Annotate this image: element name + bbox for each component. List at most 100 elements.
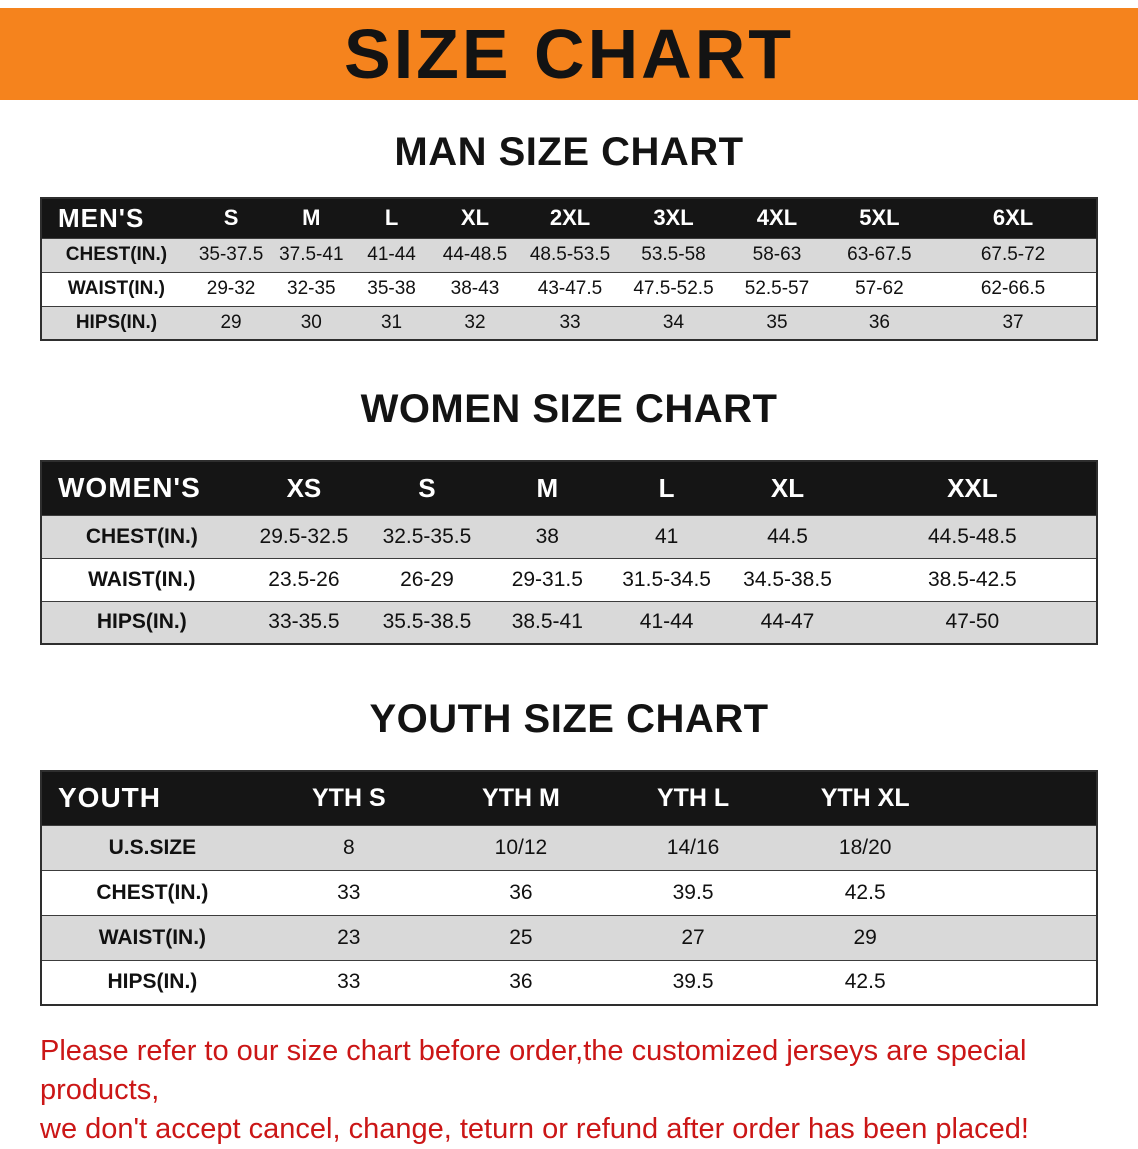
women-section: WOMEN SIZE CHART WOMEN'S XS S M L XL XXL CHEST(…: [0, 387, 1138, 645]
table-cell: 67.5-72: [980, 244, 1046, 265]
men-section-heading: MAN SIZE CHART: [394, 130, 744, 174]
table-header-row: YOUTH YTH S YTH M YTH L YTH XL: [41, 771, 1097, 825]
table-title-cell: MEN'S: [41, 198, 191, 238]
column-header: L: [351, 198, 432, 238]
table-row: HIPS(IN.) 29 30 31 32 33 34 35 36 37: [41, 306, 1097, 340]
size-chart-page: SIZE CHART MAN SIZE CHART MEN'S S M L XL 2XL 3…: [0, 8, 1138, 1149]
table-cell: 53.5-58: [641, 244, 706, 265]
table-cell: 39.5: [672, 970, 714, 994]
row-label: CHEST(IN.): [85, 524, 198, 548]
column-header: 3XL: [621, 198, 726, 238]
table-row: CHEST(IN.) 35-37.5 37.5-41 41-44 44-48.5 48.5…: [41, 238, 1097, 272]
table-cell: 39.5: [672, 880, 714, 904]
row-label: WAIST(IN.): [98, 925, 207, 949]
table-cell: [951, 915, 1097, 960]
table-cell: 29-32: [206, 278, 256, 299]
table-cell: 41-44: [367, 244, 416, 265]
table-cell: 8: [342, 835, 355, 859]
table-cell: 47.5-52.5: [633, 278, 714, 299]
table-cell: 33: [337, 880, 361, 904]
column-header: 6XL: [930, 198, 1097, 238]
table-cell: 32.5-35.5: [382, 524, 472, 548]
table-cell: 44-47: [760, 610, 815, 634]
column-header: 2XL: [518, 198, 622, 238]
column-header: S: [366, 461, 488, 515]
table-cell: 23.5-26: [268, 567, 340, 591]
youth-section-heading: YOUTH SIZE CHART: [369, 697, 769, 741]
column-header: XS: [241, 461, 367, 515]
row-label: HIPS(IN.): [107, 970, 198, 994]
table-cell: 44.5: [767, 524, 808, 548]
row-label: U.S.SIZE: [108, 835, 197, 859]
table-cell: 34.5-38.5: [743, 567, 832, 591]
column-header: XL: [431, 198, 519, 238]
table-cell: 29-31.5: [511, 567, 583, 591]
table-cell: 62-66.5: [980, 278, 1046, 299]
row-label: HIPS(IN.): [75, 311, 158, 333]
table-cell: 37: [1002, 311, 1024, 333]
table-cell: 37.5-41: [279, 244, 344, 265]
column-header: 4XL: [725, 198, 829, 238]
column-header: M: [487, 461, 607, 515]
column-header: 5XL: [828, 198, 931, 238]
table-cell: 35.5-38.5: [382, 610, 472, 634]
disclaimer-line-1: Please refer to our size chart before or…: [40, 1035, 1027, 1106]
column-header: YTH S: [262, 771, 435, 825]
table-cell: 42.5: [844, 880, 886, 904]
column-header: M: [271, 198, 352, 238]
table-cell: 36: [509, 880, 533, 904]
table-row: WAIST(IN.) 23 25 27 29: [41, 915, 1097, 960]
table-cell: 31: [380, 311, 403, 333]
column-header: L: [606, 461, 727, 515]
table-cell: 33: [559, 311, 581, 333]
column-header: [951, 771, 1097, 825]
table-cell: 30: [300, 311, 322, 333]
table-row: WAIST(IN.) 29-32 32-35 35-38 38-43 43-47.5 47.…: [41, 272, 1097, 306]
table-cell: 25: [509, 925, 533, 949]
row-label: WAIST(IN.): [67, 278, 166, 299]
table-cell: 38.5-41: [511, 610, 583, 634]
table-cell: [951, 960, 1097, 1005]
table-cell: 38: [535, 524, 559, 548]
table-cell: 38-43: [450, 278, 500, 299]
table-cell: 35-38: [367, 278, 416, 299]
men-size-table: MEN'S S M L XL 2XL 3XL 4XL 5XL 6XL CHEST(IN.) 35-37…: [40, 197, 1098, 341]
table-title-cell: WOMEN'S: [41, 461, 242, 515]
column-header: S: [190, 198, 272, 238]
table-cell: 31.5-34.5: [622, 567, 711, 591]
table-cell: 27: [681, 925, 705, 949]
column-header: YTH M: [434, 771, 607, 825]
table-row: CHEST(IN.) 33 36 39.5 42.5: [41, 870, 1097, 915]
women-section-heading: WOMEN SIZE CHART: [360, 387, 778, 431]
table-cell: 48.5-53.5: [529, 244, 611, 265]
table-cell: 29: [853, 925, 877, 949]
column-header: YTH L: [607, 771, 780, 825]
disclaimer: Please refer to our size chart before or…: [40, 1032, 1098, 1149]
table-cell: 36: [509, 970, 533, 994]
page-title: SIZE CHART: [344, 15, 794, 93]
row-label: CHEST(IN.): [65, 244, 168, 265]
table-cell: 43-47.5: [537, 278, 603, 299]
table-cell: 18/20: [838, 835, 892, 859]
table-cell: 47-50: [945, 610, 1000, 634]
row-label: HIPS(IN.): [96, 610, 187, 634]
table-cell: 26-29: [400, 567, 454, 591]
table-row: HIPS(IN.) 33-35.5 35.5-38.5 38.5-41 41-44 44-…: [41, 601, 1097, 644]
table-cell: 32-35: [287, 278, 336, 299]
column-header: YTH XL: [779, 771, 952, 825]
column-header: XXL: [848, 461, 1097, 515]
table-header-row: WOMEN'S XS S M L XL XXL: [41, 461, 1097, 515]
table-cell: 52.5-57: [744, 278, 810, 299]
youth-size-table: YOUTH YTH S YTH M YTH L YTH XL U.S.SIZE 8 10/12…: [40, 770, 1098, 1006]
youth-section: YOUTH SIZE CHART YOUTH YTH S YTH M YTH L YTH…: [0, 697, 1138, 1006]
table-cell: 29.5-32.5: [259, 524, 349, 548]
table-row: U.S.SIZE 8 10/12 14/16 18/20: [41, 825, 1097, 870]
table-cell: 44-48.5: [442, 244, 508, 265]
table-cell: 44.5-48.5: [928, 524, 1017, 548]
table-row: WAIST(IN.) 23.5-26 26-29 29-31.5 31.5-34.5 34…: [41, 558, 1097, 601]
table-cell: 10/12: [494, 835, 548, 859]
table-cell: 57-62: [855, 278, 904, 299]
table-header-row: MEN'S S M L XL 2XL 3XL 4XL 5XL 6XL: [41, 198, 1097, 238]
table-cell: 32: [464, 311, 486, 333]
table-title-cell: YOUTH: [41, 771, 263, 825]
